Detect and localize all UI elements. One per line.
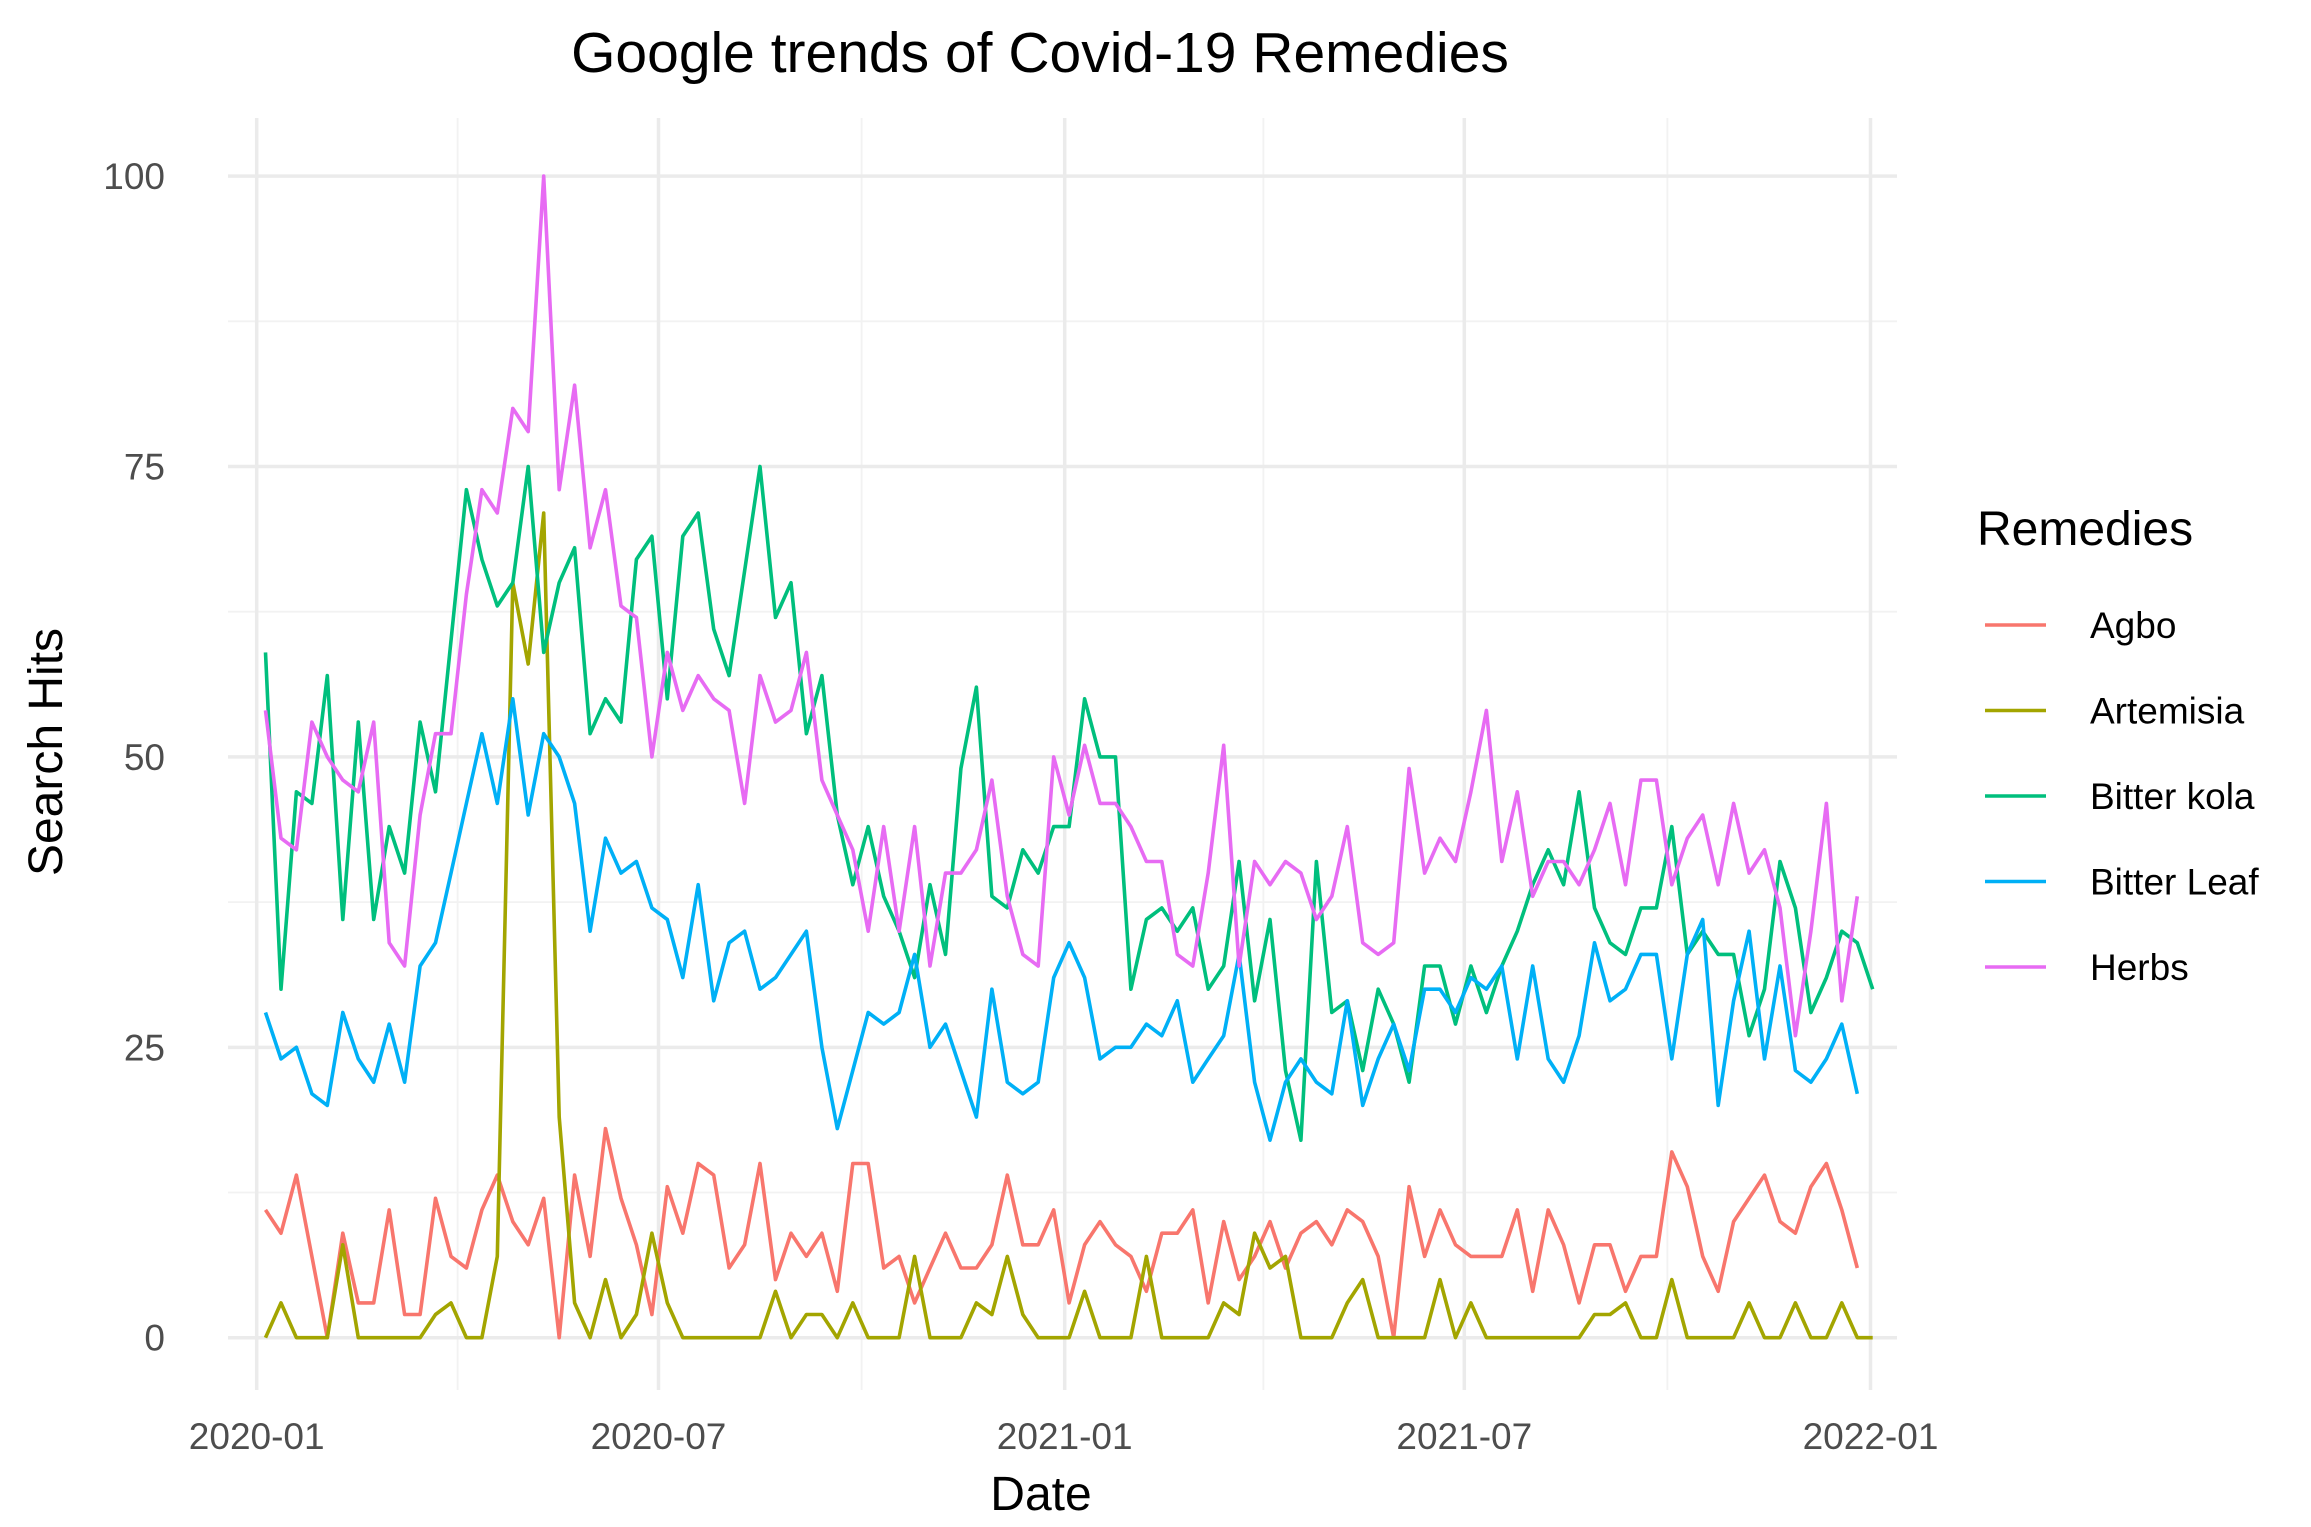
x-tick-label: 2021-07 (1396, 1416, 1532, 1457)
series-line-artemisia (263, 511, 1873, 1340)
legend-label-bitter-leaf: Bitter Leaf (2090, 862, 2259, 903)
series-line-agbo (264, 1126, 1860, 1340)
legend-label-herbs: Herbs (2090, 947, 2189, 988)
series-line-bitter-leaf (263, 696, 1860, 1142)
legend-label-agbo: Agbo (2090, 605, 2176, 646)
x-axis-ticks: 2020-01 2020-07 2021-01 2021-07 2022-01 (189, 1416, 1939, 1457)
series-lines (263, 174, 1875, 1340)
series-line-herbs (263, 174, 1860, 1038)
x-tick-label: 2022-01 (1803, 1416, 1939, 1457)
x-axis-label: Date (990, 1468, 1091, 1521)
legend-label-bitter-kola: Bitter kola (2090, 776, 2255, 817)
x-tick-label: 2021-01 (997, 1416, 1133, 1457)
x-tick-label: 2020-07 (591, 1416, 727, 1457)
x-tick-label: 2020-01 (189, 1416, 325, 1457)
y-tick-label: 75 (124, 446, 165, 487)
chart-title: Google trends of Covid-19 Remedies (571, 21, 1509, 85)
major-gridlines (228, 118, 1897, 1390)
y-axis-label: Search Hits (20, 628, 73, 876)
legend-title: Remedies (1977, 503, 2193, 556)
series-line-bitter-kola (263, 464, 1875, 1142)
legend-label-artemisia: Artemisia (2090, 691, 2245, 732)
y-tick-label: 100 (103, 156, 165, 197)
y-axis-ticks: 0 25 50 75 100 (103, 156, 165, 1359)
y-tick-label: 50 (124, 737, 165, 778)
y-tick-label: 25 (124, 1027, 165, 1068)
y-tick-label: 0 (144, 1318, 165, 1359)
legend: Remedies Agbo Artemisia Bitter kola Bitter … (1977, 503, 2259, 988)
